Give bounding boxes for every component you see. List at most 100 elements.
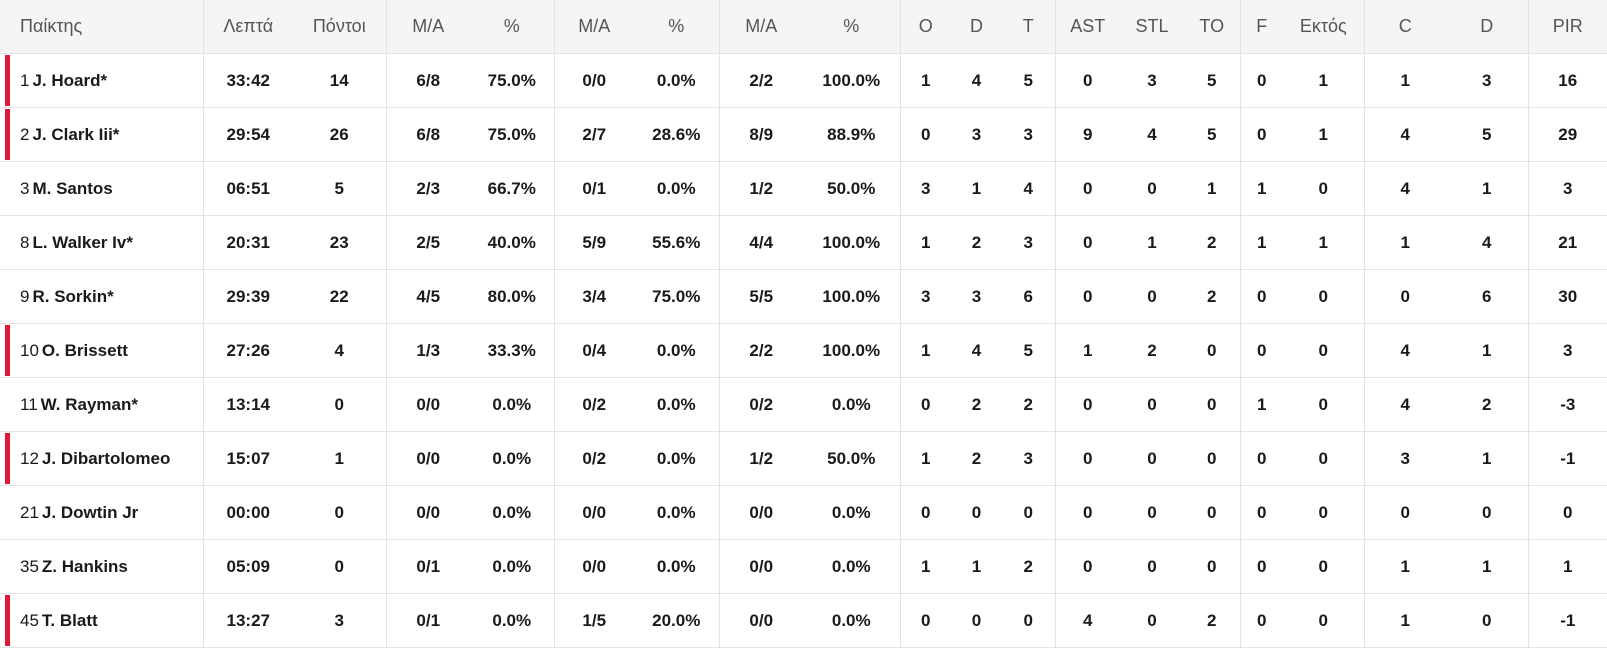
offensive-rebounds-cell: 0 bbox=[900, 593, 951, 648]
points-cell: 5 bbox=[293, 161, 387, 216]
blocks-cell: 0 bbox=[1364, 485, 1446, 540]
total-rebounds-cell: 3 bbox=[1002, 215, 1056, 270]
header-assists[interactable]: AST bbox=[1055, 0, 1120, 54]
player-name[interactable]: J. Dowtin Jr bbox=[41, 502, 139, 522]
2pt-pct-cell: 0.0% bbox=[470, 431, 555, 486]
header-points[interactable]: Πόντοι bbox=[293, 0, 387, 54]
fouls-cell: 0 bbox=[1240, 269, 1283, 324]
header-3pt-pct[interactable]: % bbox=[634, 0, 720, 54]
fouls-drawn-cell: 1 bbox=[1283, 215, 1365, 270]
blocks-cell: 1 bbox=[1364, 593, 1446, 648]
ft-made-attempted-cell: 2/2 bbox=[719, 53, 803, 108]
ft-pct-cell: 100.0% bbox=[803, 323, 901, 378]
assists-cell: 0 bbox=[1055, 53, 1120, 108]
offensive-rebounds-cell: 3 bbox=[900, 269, 951, 324]
player-row[interactable]: 8 L. Walker Iv* 20:31 23 2/5 40.0% 5/9 55.6% 4/4… bbox=[0, 215, 1607, 270]
player-name[interactable]: J. Clark Iii* bbox=[32, 124, 120, 144]
header-turnovers[interactable]: TO bbox=[1184, 0, 1241, 54]
ft-made-attempted-cell: 5/5 bbox=[719, 269, 803, 324]
jersey-number: 1 bbox=[20, 70, 30, 90]
steals-cell: 3 bbox=[1120, 53, 1184, 108]
player-cell[interactable]: 12 J. Dibartolomeo bbox=[0, 431, 204, 486]
header-fouls[interactable]: F bbox=[1240, 0, 1283, 54]
player-cell[interactable]: 35 Z. Hankins bbox=[0, 539, 204, 594]
assists-cell: 0 bbox=[1055, 269, 1120, 324]
header-2pt-made-attempted[interactable]: Μ/Α bbox=[386, 0, 470, 54]
2pt-made-attempted-cell: 1/3 bbox=[386, 323, 470, 378]
minutes-cell: 33:42 bbox=[203, 53, 293, 108]
2pt-pct-cell: 40.0% bbox=[470, 215, 555, 270]
player-name[interactable]: J. Hoard* bbox=[32, 70, 108, 90]
fouls-cell: 0 bbox=[1240, 53, 1283, 108]
header-offensive-rebounds[interactable]: O bbox=[900, 0, 951, 54]
player-cell[interactable]: 2 J. Clark Iii* bbox=[0, 107, 204, 162]
player-row[interactable]: 45 T. Blatt 13:27 3 0/1 0.0% 1/5 20.0% 0/0 0.0% 0 0… bbox=[0, 593, 1607, 648]
header-total-rebounds[interactable]: T bbox=[1002, 0, 1056, 54]
player-row[interactable]: 3 M. Santos 06:51 5 2/3 66.7% 0/1 0.0% 1/2 50.0% 3… bbox=[0, 161, 1607, 216]
player-name[interactable]: W. Rayman* bbox=[40, 394, 138, 414]
player-row[interactable]: 10 O. Brissett 27:26 4 1/3 33.3% 0/4 0.0% 2/2 100… bbox=[0, 323, 1607, 378]
minutes-cell: 13:14 bbox=[203, 377, 293, 432]
header-ft-made-attempted[interactable]: Μ/Α bbox=[719, 0, 803, 54]
player-cell[interactable]: 45 T. Blatt bbox=[0, 593, 204, 648]
player-row[interactable]: 9 R. Sorkin* 29:39 22 4/5 80.0% 3/4 75.0% 5/5 100… bbox=[0, 269, 1607, 324]
pir-cell: 3 bbox=[1528, 161, 1607, 216]
header-minutes[interactable]: Λεπτά bbox=[203, 0, 293, 54]
player-name[interactable]: R. Sorkin* bbox=[32, 286, 114, 306]
player-row[interactable]: 1 J. Hoard* 33:42 14 6/8 75.0% 0/0 0.0% 2/2 100.0… bbox=[0, 53, 1607, 108]
header-ft-pct[interactable]: % bbox=[803, 0, 901, 54]
player-cell[interactable]: 11 W. Rayman* bbox=[0, 377, 204, 432]
player-cell[interactable]: 3 M. Santos bbox=[0, 161, 204, 216]
defensive-rebounds-cell: 1 bbox=[951, 539, 1002, 594]
player-row[interactable]: 35 Z. Hankins 05:09 0 0/1 0.0% 0/0 0.0% 0/0 0.0% 1… bbox=[0, 539, 1607, 594]
3pt-made-attempted-cell: 0/2 bbox=[554, 377, 634, 432]
player-cell[interactable]: 8 L. Walker Iv* bbox=[0, 215, 204, 270]
player-cell[interactable]: 21 J. Dowtin Jr bbox=[0, 485, 204, 540]
player-name[interactable]: T. Blatt bbox=[41, 610, 98, 630]
player-name[interactable]: O. Brissett bbox=[41, 340, 128, 360]
blocks-against-cell: 1 bbox=[1446, 323, 1529, 378]
header-2pt-pct[interactable]: % bbox=[470, 0, 555, 54]
player-name[interactable]: J. Dibartolomeo bbox=[41, 448, 171, 468]
header-blocks[interactable]: C bbox=[1364, 0, 1446, 54]
fouls-drawn-cell: 0 bbox=[1283, 431, 1365, 486]
2pt-made-attempted-cell: 6/8 bbox=[386, 107, 470, 162]
points-cell: 23 bbox=[293, 215, 387, 270]
player-cell[interactable]: 1 J. Hoard* bbox=[0, 53, 204, 108]
header-3pt-made-attempted[interactable]: Μ/Α bbox=[554, 0, 634, 54]
header-fouls-drawn[interactable]: Εκτός bbox=[1283, 0, 1365, 54]
player-cell[interactable]: 10 O. Brissett bbox=[0, 323, 204, 378]
assists-cell: 0 bbox=[1055, 377, 1120, 432]
steals-cell: 0 bbox=[1120, 593, 1184, 648]
ft-made-attempted-cell: 0/0 bbox=[719, 539, 803, 594]
ft-made-attempted-cell: 8/9 bbox=[719, 107, 803, 162]
3pt-pct-cell: 20.0% bbox=[634, 593, 720, 648]
header-defensive-rebounds[interactable]: D bbox=[951, 0, 1002, 54]
player-name[interactable]: L. Walker Iv* bbox=[32, 232, 133, 252]
turnovers-cell: 2 bbox=[1184, 269, 1241, 324]
blocks-cell: 1 bbox=[1364, 215, 1446, 270]
defensive-rebounds-cell: 2 bbox=[951, 377, 1002, 432]
player-row[interactable]: 12 J. Dibartolomeo 15:07 1 0/0 0.0% 0/2 0.0% 1/2… bbox=[0, 431, 1607, 486]
player-row[interactable]: 21 J. Dowtin Jr 00:00 0 0/0 0.0% 0/0 0.0% 0/0 0.0… bbox=[0, 485, 1607, 540]
player-name[interactable]: Z. Hankins bbox=[41, 556, 128, 576]
total-rebounds-cell: 3 bbox=[1002, 431, 1056, 486]
jersey-number: 11 bbox=[20, 394, 38, 414]
player-name[interactable]: M. Santos bbox=[32, 178, 113, 198]
assists-cell: 0 bbox=[1055, 539, 1120, 594]
header-player[interactable]: Παίκτης bbox=[0, 0, 204, 54]
ft-made-attempted-cell: 0/0 bbox=[719, 593, 803, 648]
header-steals[interactable]: STL bbox=[1120, 0, 1184, 54]
2pt-made-attempted-cell: 2/3 bbox=[386, 161, 470, 216]
defensive-rebounds-cell: 0 bbox=[951, 485, 1002, 540]
player-row[interactable]: 2 J. Clark Iii* 29:54 26 6/8 75.0% 2/7 28.6% 8/9… bbox=[0, 107, 1607, 162]
header-blocks-against[interactable]: D bbox=[1446, 0, 1529, 54]
fouls-drawn-cell: 0 bbox=[1283, 485, 1365, 540]
3pt-made-attempted-cell: 1/5 bbox=[554, 593, 634, 648]
header-pir[interactable]: PIR bbox=[1528, 0, 1607, 54]
ft-made-attempted-cell: 2/2 bbox=[719, 323, 803, 378]
ft-pct-cell: 0.0% bbox=[803, 539, 901, 594]
player-row[interactable]: 11 W. Rayman* 13:14 0 0/0 0.0% 0/2 0.0% 0/2 0.0% 0… bbox=[0, 377, 1607, 432]
player-cell[interactable]: 9 R. Sorkin* bbox=[0, 269, 204, 324]
fouls-drawn-cell: 0 bbox=[1283, 269, 1365, 324]
